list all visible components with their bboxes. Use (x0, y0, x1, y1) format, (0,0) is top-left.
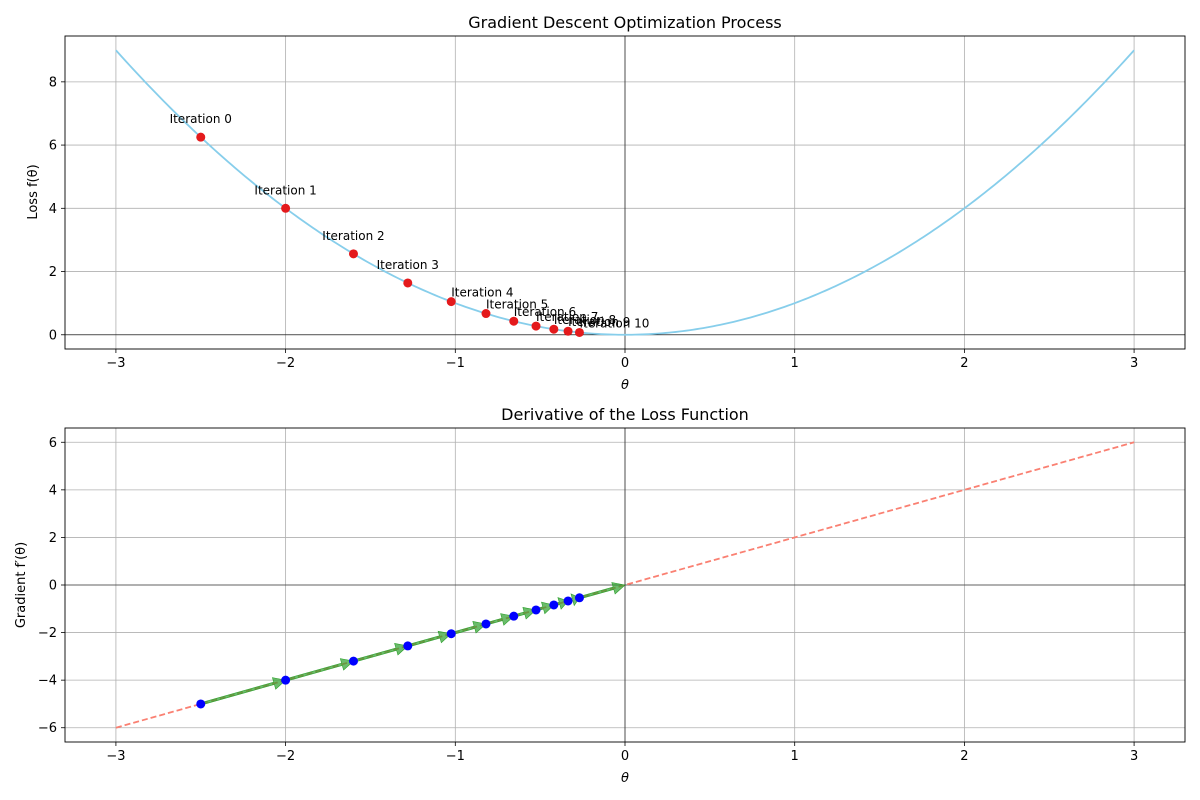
iteration-point-0 (196, 132, 206, 142)
iteration-label-3: Iteration 3 (377, 258, 439, 272)
loss-chart-title: Gradient Descent Optimization Process (468, 13, 782, 32)
loss-chart-ytick-label-0: 0 (49, 328, 57, 343)
gradient-chart-xtick-label-4: 1 (791, 749, 799, 764)
loss-chart: Gradient Descent Optimization Process θ … (26, 13, 1186, 393)
gradient-chart-xlabel: θ (621, 771, 629, 786)
iteration-label-8: Iteration 8 (554, 313, 616, 327)
iteration-point-10 (574, 327, 584, 337)
iteration-point-9 (563, 326, 573, 336)
loss-chart-xlabel: θ (621, 378, 629, 393)
gradient-arrow-2 (352, 643, 409, 663)
gradient-chart-xtick-label-3: 0 (621, 749, 629, 764)
gradient-point-3 (403, 641, 413, 651)
gradient-chart-xtick-label-1: −2 (276, 749, 295, 764)
loss-chart-xtick-label-3: 0 (621, 356, 629, 371)
loss-chart-ytick-label-3: 6 (49, 139, 57, 154)
iteration-label-1: Iteration 1 (254, 183, 316, 197)
iteration-label-2: Iteration 2 (322, 229, 384, 243)
loss-chart-ylabel: Loss f(θ) (26, 164, 41, 219)
iteration-point-8 (549, 324, 559, 334)
gradient-chart-ytick-label-2: −2 (38, 626, 57, 641)
gradient-chart-ytick-label-0: −6 (38, 721, 57, 736)
gradient-arrow-0 (200, 677, 287, 706)
loss-chart-xtick-label-5: 2 (960, 356, 968, 371)
iteration-label-5: Iteration 5 (486, 298, 548, 312)
iteration-point-6 (509, 316, 519, 326)
gradient-chart-xtick-label-0: −3 (106, 749, 125, 764)
gradient-point-2 (348, 656, 358, 666)
gradient-point-1 (281, 675, 291, 685)
gradient-point-8 (549, 600, 559, 610)
iteration-point-4 (446, 297, 456, 307)
gradient-point-10 (574, 593, 584, 603)
loss-chart-ytick-label-2: 4 (49, 202, 57, 217)
gradient-arrow-10 (578, 582, 626, 600)
gradient-point-0 (196, 699, 206, 709)
gradient-point-4 (446, 629, 456, 639)
loss-chart-ytick-label-4: 8 (49, 75, 57, 90)
gradient-chart-ylabel: Gradient f′(θ) (14, 542, 29, 628)
iteration-point-5 (481, 309, 491, 319)
gradient-point-9 (563, 596, 573, 606)
gradient-chart-title: Derivative of the Loss Function (501, 405, 749, 424)
loss-chart-xtick-label-0: −3 (106, 356, 125, 371)
iteration-label-4: Iteration 4 (451, 286, 513, 300)
iteration-point-7 (531, 321, 541, 331)
gradient-chart-xtick-label-6: 3 (1130, 749, 1138, 764)
gradient-point-5 (481, 619, 491, 629)
gradient-chart-xtick-label-2: −1 (446, 749, 465, 764)
iteration-label-6: Iteration 6 (514, 305, 576, 319)
gradient-arrow-3 (407, 630, 452, 648)
loss-chart-xtick-label-4: 1 (791, 356, 799, 371)
iteration-point-3 (403, 278, 413, 288)
gradient-chart-ytick-label-4: 2 (49, 531, 57, 546)
loss-chart-ytick-label-1: 2 (49, 265, 57, 280)
loss-chart-xtick-label-6: 3 (1130, 356, 1138, 371)
iteration-point-1 (281, 203, 291, 213)
iteration-label-0: Iteration 0 (170, 112, 232, 126)
loss-chart-xtick-label-1: −2 (276, 356, 295, 371)
gradient-point-7 (531, 605, 541, 615)
gradient-point-6 (509, 611, 519, 621)
gradient-chart-ytick-label-6: 6 (49, 436, 57, 451)
iteration-label-9: Iteration 9 (568, 315, 630, 329)
loss-chart-xtick-label-2: −1 (446, 356, 465, 371)
gradient-chart-ytick-label-1: −4 (38, 674, 57, 689)
gradient-chart: Derivative of the Loss Function θ Gradie… (14, 405, 1186, 786)
gradient-chart-xtick-label-5: 2 (960, 749, 968, 764)
gradient-arrow-1 (284, 658, 355, 682)
gradient-chart-ytick-label-5: 4 (49, 483, 57, 498)
iteration-point-2 (348, 249, 358, 259)
gradient-chart-ytick-label-3: 0 (49, 579, 57, 594)
gradient-chart-frame (64, 427, 1186, 743)
iteration-label-10: Iteration 10 (579, 316, 649, 330)
loss-chart-frame (64, 35, 1186, 350)
iteration-label-7: Iteration 7 (536, 310, 598, 324)
